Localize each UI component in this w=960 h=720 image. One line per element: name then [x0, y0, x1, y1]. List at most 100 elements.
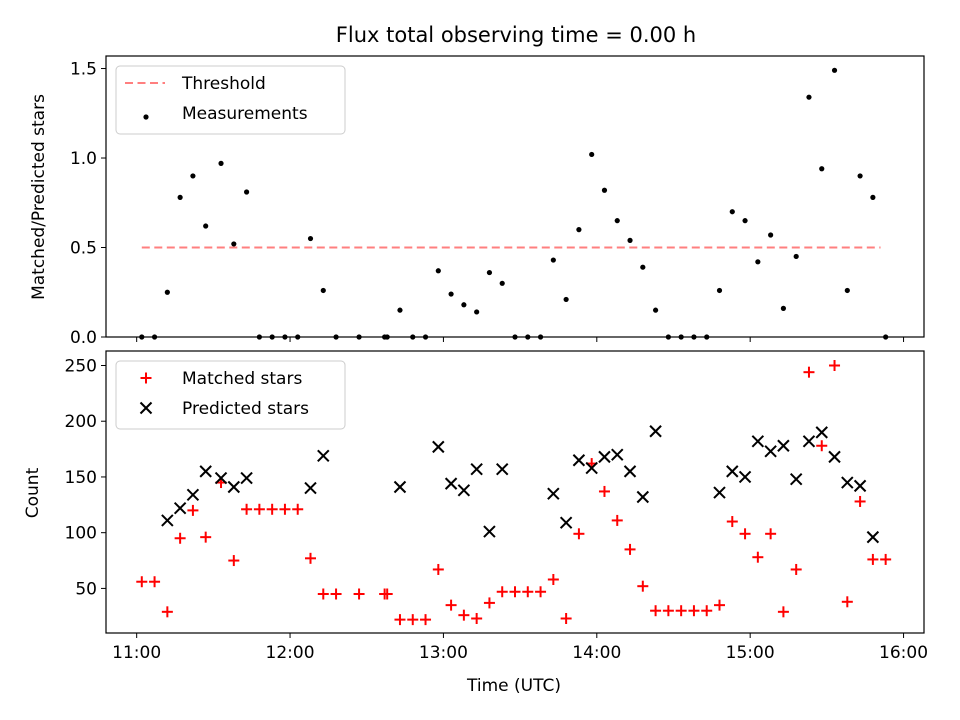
- predicted-stars-point: [186, 488, 200, 501]
- matched-stars-point: [174, 532, 186, 544]
- predicted-stars-point: [815, 426, 828, 439]
- measurement-point: [614, 218, 620, 224]
- matched-stars-point: [726, 516, 738, 528]
- matched-stars-point: [279, 503, 291, 515]
- measurement-point: [742, 218, 748, 224]
- predicted-stars-point: [227, 480, 241, 494]
- matched-stars-point: [317, 588, 329, 600]
- matched-stars-point: [253, 503, 265, 515]
- matched-stars-point: [509, 586, 521, 598]
- matched-stars-point: [637, 580, 649, 592]
- measurement-point: [243, 189, 250, 195]
- predicted-stars-point: [214, 471, 228, 485]
- measurement-point: [550, 257, 556, 263]
- matched-stars-point: [535, 586, 547, 598]
- measurement-point: [755, 259, 761, 265]
- matched-stars-point: [560, 613, 572, 625]
- matched-stars-point: [701, 605, 713, 617]
- predicted-stars-point: [636, 490, 650, 504]
- bottom-y-tick-label: 200: [65, 412, 97, 432]
- matched-stars-point: [394, 614, 406, 626]
- legend-entry-label: Measurements: [182, 104, 308, 124]
- x-tick-label: 15:00: [726, 643, 775, 663]
- matched-stars-point: [445, 599, 457, 611]
- predicted-stars-point: [161, 514, 174, 527]
- matched-stars-point: [200, 531, 212, 543]
- measurement-point: [652, 307, 659, 313]
- matched-stars-point: [305, 552, 316, 564]
- top-plot-area: 0.0 0.5 1.0 1.5 Threshold Measurements: [70, 55, 925, 348]
- predicted-stars-point: [444, 477, 458, 490]
- predicted-stars-point: [304, 481, 317, 495]
- predicted-stars-point: [457, 484, 471, 497]
- matched-stars-point: [420, 614, 432, 626]
- legend-entry-label: Matched stars: [182, 369, 302, 389]
- measurement-point: [486, 269, 493, 276]
- predicted-stars-point: [432, 440, 445, 454]
- top-y-tick-label: 0.5: [70, 239, 97, 259]
- predicted-stars-point: [598, 450, 611, 464]
- predicted-stars-point: [738, 470, 752, 484]
- predicted-stars-point: [789, 472, 803, 486]
- measurement-point: [589, 151, 595, 158]
- x-axis-label: Time (UTC): [466, 676, 561, 696]
- matched-stars-point: [790, 563, 802, 575]
- matched-stars-point: [407, 614, 419, 626]
- bottom-legend-box: [115, 360, 346, 430]
- predicted-stars-point: [585, 461, 598, 475]
- legend-matched-swatch: [140, 372, 152, 384]
- top-axes-frame: [105, 55, 925, 338]
- measurement-point: [563, 296, 569, 303]
- top-chart-title: Flux total observing time = 0.00 h: [336, 23, 696, 47]
- matched-stars-point: [149, 576, 161, 588]
- predicted-stars-point: [559, 516, 573, 529]
- bottom-y-tick-label: 50: [75, 579, 97, 599]
- matched-stars-point: [841, 596, 853, 608]
- measurement-point: [844, 287, 850, 294]
- x-tick-label: 14:00: [572, 643, 621, 663]
- x-tick-label: 13:00: [419, 643, 468, 663]
- measurement-point: [819, 166, 825, 172]
- top-y-tick-label: 1.0: [70, 149, 97, 169]
- predicted-stars-point: [317, 449, 330, 462]
- predicted-stars-point: [483, 525, 496, 538]
- measurement-point: [164, 289, 170, 295]
- matched-stars-point: [867, 553, 879, 565]
- matched-stars-point: [777, 606, 789, 618]
- predicted-stars-point: [751, 435, 765, 448]
- matched-stars-point: [598, 485, 610, 497]
- measurement-point: [231, 241, 237, 247]
- legend-predicted-swatch: [139, 401, 153, 415]
- top-y-tick-label: 0.0: [70, 328, 97, 348]
- bottom-plot-area: 50 100 150 200 250 11:00 12:00 13:00 14:00 15:00 1…: [65, 350, 928, 663]
- matched-stars-point: [522, 586, 534, 598]
- predicted-stars-point: [240, 471, 253, 485]
- measurement-point: [793, 253, 799, 260]
- matched-stars-point: [330, 588, 342, 600]
- legend-entry-label: Threshold: [181, 74, 266, 94]
- bottom-legend: Matched stars Predicted stars: [115, 360, 346, 430]
- matched-stars-point: [675, 605, 687, 617]
- top-legend-box: [115, 65, 346, 135]
- measurement-point: [768, 232, 774, 238]
- bottom-y-tick-label: 100: [65, 524, 97, 544]
- matched-stars-point: [161, 606, 173, 618]
- matched-stars-point: [816, 440, 828, 452]
- predicted-stars-point: [393, 480, 407, 494]
- matched-stars-point: [714, 599, 725, 611]
- bottom-axes-frame: [105, 350, 925, 634]
- predicted-stars-point: [853, 479, 867, 493]
- measurement-point: [870, 194, 876, 200]
- predicted-stars-point: [199, 465, 212, 478]
- matched-stars-point: [765, 528, 777, 540]
- matched-stars-point: [458, 609, 470, 621]
- matched-stars-point: [547, 573, 559, 585]
- predicted-stars-point: [572, 454, 586, 467]
- measurement-point: [640, 264, 646, 270]
- predicted-stars-point: [802, 435, 816, 448]
- measurement-point: [576, 227, 582, 233]
- predicted-stars-point: [547, 487, 560, 500]
- x-tick-label: 11:00: [112, 643, 161, 663]
- top-legend: Threshold Measurements: [115, 65, 346, 135]
